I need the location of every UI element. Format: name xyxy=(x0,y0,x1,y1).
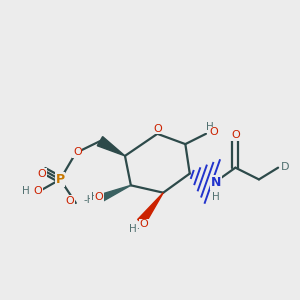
Text: H: H xyxy=(91,192,98,202)
Polygon shape xyxy=(138,193,163,225)
Text: O: O xyxy=(231,130,240,140)
Text: O: O xyxy=(95,192,103,202)
Text: P: P xyxy=(56,173,65,186)
Text: O: O xyxy=(140,220,148,230)
Text: N: N xyxy=(211,176,221,189)
Text: D: D xyxy=(281,162,290,172)
Polygon shape xyxy=(97,136,125,156)
Text: O: O xyxy=(209,127,218,137)
Text: O: O xyxy=(66,196,74,206)
Text: H: H xyxy=(206,122,213,132)
Text: H: H xyxy=(212,191,220,202)
Text: -H: -H xyxy=(83,195,95,205)
Text: H: H xyxy=(22,186,29,196)
Text: O: O xyxy=(73,147,82,158)
Polygon shape xyxy=(98,185,131,202)
Text: O: O xyxy=(34,186,43,196)
Text: O: O xyxy=(153,124,162,134)
Text: O: O xyxy=(37,169,46,178)
Text: H·: H· xyxy=(129,224,140,235)
